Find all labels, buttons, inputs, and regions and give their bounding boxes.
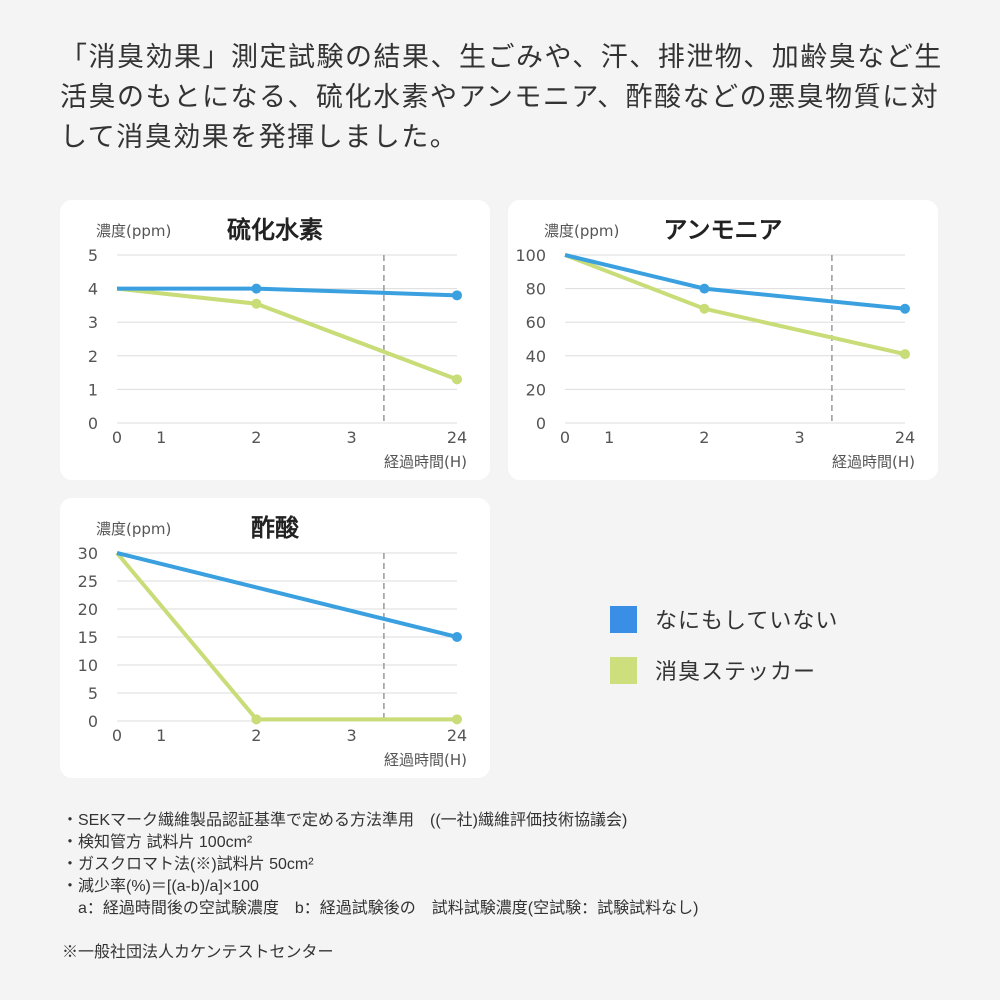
x-axis-label: 経過時間(H): [832, 453, 915, 471]
note-line: a：経過時間後の空試験濃度 b：経過試験後の 試料試験濃度(空試験：試験試料なし…: [62, 900, 699, 917]
series-line-none: [564, 253, 906, 311]
y-axis-label: 濃度(ppm): [544, 222, 619, 240]
y-tick-label: 0: [536, 414, 546, 433]
series-line-sticker: [115, 551, 457, 722]
x-tick-label: 0: [560, 428, 570, 447]
x-tick-label: 1: [156, 428, 166, 447]
data-point: [900, 349, 910, 360]
chart-title: アンモニア: [663, 216, 782, 244]
chart-title: 酢酸: [251, 514, 300, 542]
x-tick-label: 3: [347, 726, 357, 745]
y-tick-label: 25: [78, 572, 98, 591]
legend-swatch-none: [610, 605, 637, 633]
chart-title: 硫化水素: [227, 216, 323, 244]
legend-item-sticker: 消臭ステッカー: [610, 654, 816, 686]
note-line: ・減少率(%)＝[(a-b)/a]×100: [62, 878, 259, 895]
note-line: ・SEKマーク繊維製品認証基準で定める方法準用 ((一社)繊維評価技術協議会): [62, 812, 628, 829]
data-point: [452, 290, 462, 301]
legend-item-none: なにもしていない: [610, 603, 838, 635]
y-tick-label: 30: [78, 544, 98, 563]
y-tick-label: 5: [88, 246, 98, 265]
y-tick-label: 3: [88, 313, 98, 332]
chart-svg: 濃度(ppm) 酢酸 0 5 10 15 20 25 30 0 1 2 3 24 経過時間(H): [78, 514, 468, 769]
note-line: ※一般社団法人カケンテストセンター: [62, 944, 334, 961]
chart-svg: 濃度(ppm) アンモニア 0 20 40 60 80 100 0 1 2 3 24 経過時間(H): [515, 216, 915, 471]
y-tick-label: 100: [515, 246, 546, 265]
y-axis-label: 濃度(ppm): [96, 222, 171, 240]
chart-card-ammonia: 濃度(ppm) アンモニア 0 20 40 60 80 100 0 1 2 3 24 経過時間(H): [508, 200, 938, 480]
x-tick-label: 24: [447, 428, 467, 447]
footnotes: ・SEKマーク繊維製品認証基準で定める方法準用 ((一社)繊維評価技術協議会) …: [62, 810, 698, 964]
y-tick-label: 10: [78, 656, 98, 675]
chart-svg: 濃度(ppm) 硫化水素 0 1 2 3 4 5 0 1 2 3 24 経過時間(H): [88, 216, 467, 471]
y-tick-label: 4: [88, 280, 98, 299]
chart-card-acetic-acid: 濃度(ppm) 酢酸 0 5 10 15 20 25 30 0 1 2 3 24 経過時間(H): [60, 498, 490, 778]
y-tick-label: 2: [88, 347, 98, 366]
x-tick-label: 24: [447, 726, 467, 745]
data-point: [251, 283, 262, 294]
y-tick-label: 5: [88, 684, 98, 703]
note-line: [62, 920, 698, 942]
x-tick-label: 0: [112, 726, 122, 745]
x-axis-label: 経過時間(H): [384, 453, 467, 471]
x-tick-label: 0: [112, 428, 122, 447]
x-tick-label: 24: [895, 428, 915, 447]
y-tick-label: 40: [526, 347, 546, 366]
y-axis-label: 濃度(ppm): [96, 520, 171, 538]
x-tick-label: 2: [699, 428, 709, 447]
legend-label-none: なにもしていない: [655, 609, 839, 634]
note-line: ・検知管方 試料片 100cm²: [62, 834, 253, 851]
data-point: [900, 303, 910, 314]
y-tick-label: 60: [526, 313, 546, 332]
x-tick-label: 2: [251, 726, 261, 745]
x-tick-label: 3: [347, 428, 357, 447]
data-point: [452, 714, 462, 725]
data-point: [251, 714, 262, 725]
x-axis-label: 経過時間(H): [384, 751, 467, 769]
y-tick-label: 80: [526, 280, 546, 299]
chart-card-hydrogen-sulfide: 濃度(ppm) 硫化水素 0 1 2 3 4 5 0 1 2 3 24 経過時間(H): [60, 200, 490, 480]
intro-text: 「消臭効果」測定試験の結果、生ごみや、汗、排泄物、加齢臭など生活臭のもとになる、…: [60, 42, 943, 153]
legend-label-sticker: 消臭ステッカー: [655, 660, 817, 685]
data-point: [251, 298, 262, 309]
data-point: [699, 283, 710, 294]
legend-swatch-sticker: [610, 656, 637, 684]
data-point: [699, 303, 710, 314]
y-tick-label: 0: [88, 414, 98, 433]
x-tick-label: 3: [795, 428, 805, 447]
x-tick-label: 2: [251, 428, 261, 447]
series-line-sticker: [116, 286, 458, 382]
series-line-none: [116, 551, 458, 639]
y-tick-label: 0: [88, 712, 98, 731]
y-tick-label: 15: [78, 628, 98, 647]
x-tick-label: 1: [156, 726, 166, 745]
note-line: ・ガスクロマト法(※)試料片 50cm²: [62, 856, 314, 873]
y-tick-label: 20: [526, 380, 546, 399]
y-tick-label: 1: [88, 380, 98, 399]
data-point: [452, 374, 462, 385]
data-point: [452, 632, 462, 642]
y-tick-label: 20: [78, 600, 98, 619]
x-tick-label: 1: [604, 428, 614, 447]
